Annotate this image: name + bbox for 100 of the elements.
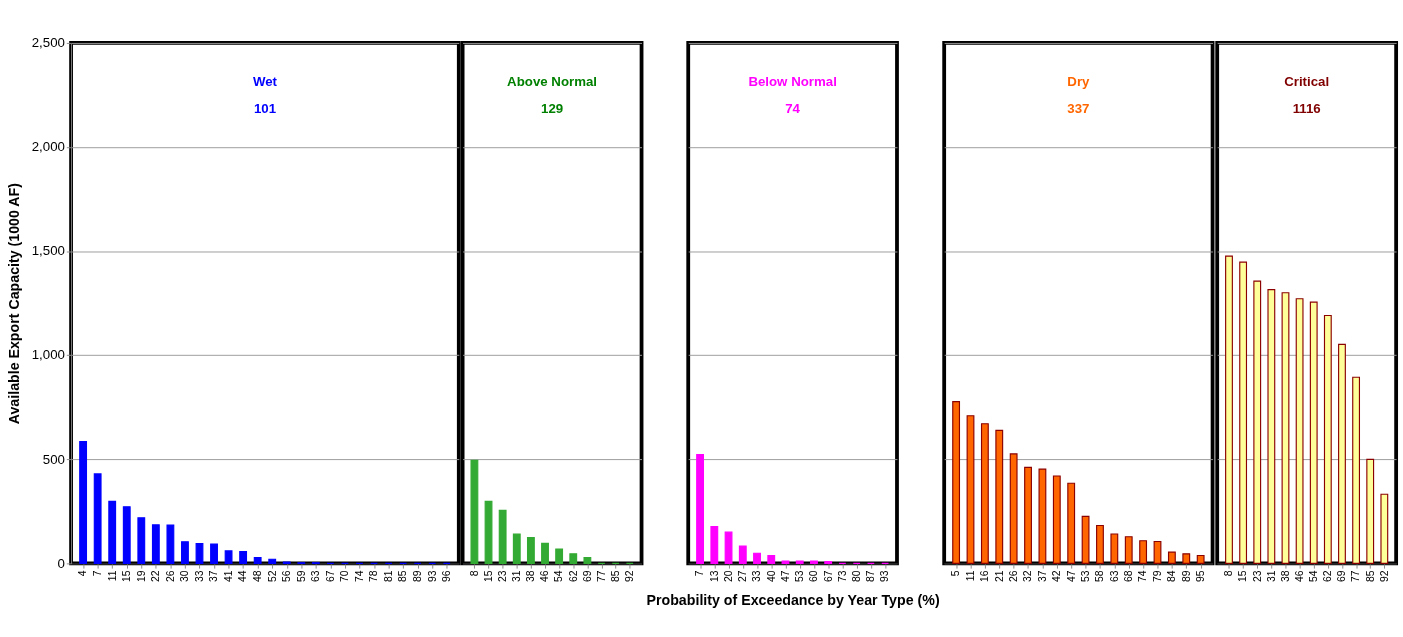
x-tick-label: 85 bbox=[397, 570, 409, 583]
bar bbox=[980, 423, 989, 564]
bar bbox=[79, 441, 88, 564]
x-tick-label: 53 bbox=[1079, 570, 1091, 583]
x-tick-label: 87 bbox=[865, 570, 877, 583]
x-tick-label: 85 bbox=[1364, 570, 1376, 583]
x-tick-label: 33 bbox=[193, 570, 205, 583]
x-tick-label: 30 bbox=[179, 570, 191, 583]
bar bbox=[484, 500, 493, 564]
bar bbox=[738, 545, 747, 564]
x-axis-title: Probability of Exceedance by Year Type (%) bbox=[646, 591, 940, 608]
x-tick-label: 52 bbox=[266, 570, 278, 583]
bar bbox=[966, 415, 975, 564]
x-tick-label: 7 bbox=[694, 570, 706, 577]
bar bbox=[137, 517, 146, 564]
bar bbox=[1253, 280, 1262, 564]
x-tick-label: 15 bbox=[482, 570, 494, 583]
y-tick-label: 1,500 bbox=[31, 243, 65, 259]
x-tick-label: 84 bbox=[1166, 570, 1178, 583]
x-tick-label: 41 bbox=[222, 570, 234, 583]
bar bbox=[1281, 292, 1290, 564]
x-tick-label: 67 bbox=[324, 570, 336, 583]
bar bbox=[767, 555, 776, 564]
bar bbox=[470, 459, 479, 564]
x-tick-label: 56 bbox=[281, 570, 293, 583]
x-tick-label: 95 bbox=[1194, 570, 1206, 583]
x-tick-label: 23 bbox=[496, 570, 508, 583]
bar bbox=[93, 473, 102, 564]
x-tick-label: 21 bbox=[993, 570, 1005, 583]
x-tick-label: 44 bbox=[237, 570, 249, 583]
x-tick-label: 11 bbox=[106, 570, 118, 582]
x-tick-label: 92 bbox=[624, 570, 636, 583]
x-tick-label: 38 bbox=[525, 570, 537, 583]
bar bbox=[268, 558, 277, 564]
y-axis-title: Available Export Capacity (1000 AF) bbox=[6, 182, 23, 425]
x-tick-label: 27 bbox=[737, 570, 749, 583]
bar bbox=[1153, 540, 1162, 564]
x-tick-label: 37 bbox=[208, 570, 220, 583]
x-tick-label: 62 bbox=[567, 570, 579, 583]
bar bbox=[166, 524, 175, 564]
text: 74 bbox=[785, 101, 801, 117]
bar bbox=[195, 543, 204, 564]
bar bbox=[1067, 482, 1076, 564]
bar bbox=[512, 533, 521, 564]
bar bbox=[224, 550, 233, 564]
x-tick-label: 5 bbox=[950, 570, 962, 577]
text: 129 bbox=[541, 101, 564, 117]
bar bbox=[1139, 540, 1148, 564]
x-tick-label: 60 bbox=[808, 570, 820, 583]
bar bbox=[1024, 466, 1032, 564]
y-tick-label: 1,000 bbox=[31, 347, 65, 363]
x-tick-label: 96 bbox=[441, 570, 453, 583]
x-tick-label: 62 bbox=[1322, 570, 1334, 583]
x-tick-label: 46 bbox=[1293, 570, 1305, 583]
x-tick-label: 32 bbox=[1022, 570, 1034, 583]
bar bbox=[696, 453, 705, 564]
x-tick-label: 22 bbox=[150, 570, 162, 583]
x-tick-label: 81 bbox=[382, 570, 394, 583]
bar bbox=[1124, 536, 1133, 564]
x-tick-label: 11 bbox=[964, 570, 976, 582]
bar bbox=[1081, 515, 1090, 564]
x-tick-label: 59 bbox=[295, 570, 307, 583]
x-tick-label: 46 bbox=[539, 570, 551, 583]
x-tick-label: 54 bbox=[1308, 570, 1320, 583]
bar bbox=[1110, 533, 1119, 564]
x-tick-label: 93 bbox=[426, 570, 438, 583]
bar bbox=[526, 537, 535, 564]
y-tick-label: 500 bbox=[42, 451, 65, 467]
bar bbox=[724, 531, 733, 564]
bar bbox=[569, 553, 578, 564]
x-tick-label: 4 bbox=[77, 570, 89, 577]
bar bbox=[1323, 314, 1332, 564]
bar bbox=[122, 506, 131, 564]
bar bbox=[583, 557, 592, 564]
text: Above Normal bbox=[507, 73, 598, 89]
x-tick-label: 26 bbox=[164, 570, 176, 583]
bar bbox=[781, 560, 790, 564]
x-tick-label: 48 bbox=[251, 570, 263, 583]
bar bbox=[1366, 458, 1375, 564]
x-tick-label: 20 bbox=[722, 570, 734, 583]
x-tick-label: 67 bbox=[822, 570, 834, 583]
bar bbox=[239, 550, 248, 564]
x-tick-label: 63 bbox=[310, 570, 322, 583]
text: 337 bbox=[1067, 101, 1090, 117]
bar bbox=[1338, 343, 1346, 564]
x-tick-label: 23 bbox=[1251, 570, 1263, 583]
x-tick-label: 47 bbox=[779, 570, 791, 583]
x-tick-label: 40 bbox=[765, 570, 777, 583]
bar bbox=[1267, 289, 1276, 564]
bar bbox=[253, 557, 262, 564]
text: Dry bbox=[1067, 73, 1091, 89]
x-tick-label: 53 bbox=[794, 570, 806, 583]
x-tick-label: 93 bbox=[879, 570, 891, 583]
x-tick-label: 74 bbox=[1137, 570, 1149, 583]
x-tick-label: 78 bbox=[368, 570, 380, 583]
bar bbox=[1225, 255, 1233, 564]
bar bbox=[995, 429, 1004, 564]
bar bbox=[151, 524, 160, 564]
bar bbox=[541, 542, 549, 564]
x-tick-label: 58 bbox=[1094, 570, 1106, 583]
